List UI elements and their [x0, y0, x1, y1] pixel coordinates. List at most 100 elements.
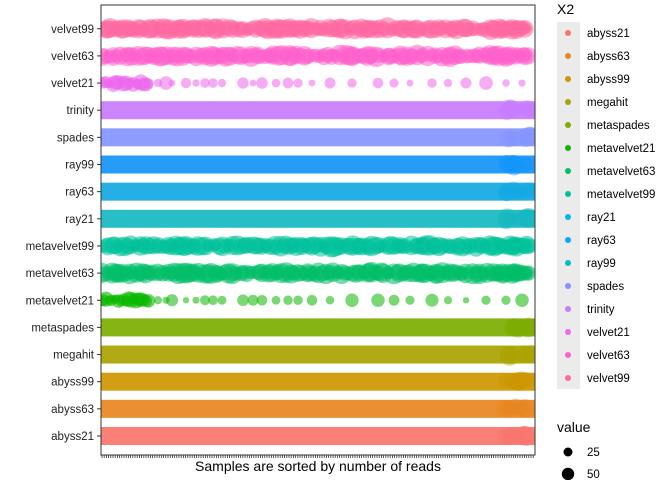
point-megahit: [515, 345, 534, 364]
point-velvet63: [497, 51, 507, 61]
point-metavelvet63: [500, 269, 508, 277]
y-tick-label-velvet21: velvet21: [51, 78, 94, 90]
point-metaspades: [509, 322, 523, 336]
point-ray21: [497, 208, 517, 228]
point-ray99: [508, 160, 521, 173]
point-metavelvet21: [388, 294, 400, 306]
legend-color-title: X2: [557, 1, 574, 17]
point-ray63: [523, 183, 535, 198]
point-ray99: [518, 156, 534, 172]
y-tick-label-metavelvet63: metavelvet63: [26, 268, 94, 280]
point-trinity: [501, 99, 520, 118]
point-velvet21: [256, 77, 268, 89]
series-velvet21: [101, 74, 526, 92]
legend-key-background: [557, 22, 580, 389]
point-ray63: [520, 182, 535, 199]
legend-label-velvet63: velvet63: [587, 350, 630, 362]
point-metavelvet21: [306, 294, 318, 306]
point-trinity: [510, 102, 525, 118]
point-spades: [518, 132, 531, 145]
point-velvet99: [491, 22, 504, 35]
point-band-ray63: [101, 182, 535, 201]
point-ray99: [507, 154, 523, 171]
point-ray99: [503, 154, 522, 173]
point-metavelvet63: [521, 267, 533, 279]
y-tick-label-metavelvet21: metavelvet21: [26, 295, 94, 307]
point-abyss63: [503, 404, 515, 416]
point-abyss21: [502, 431, 514, 443]
point-abyss63: [513, 401, 529, 416]
point-band-abyss99: [101, 372, 535, 391]
point-band-spades: [101, 128, 535, 147]
point-metavelvet21: [283, 295, 293, 305]
point-band-metaspades: [101, 318, 535, 337]
point-metavelvet21: [515, 293, 529, 307]
point-spades: [500, 130, 517, 148]
point-ray99: [504, 156, 524, 176]
point-ray21: [523, 211, 535, 223]
point-abyss21: [517, 428, 535, 447]
point-metavelvet21: [325, 295, 335, 305]
legend-label-ray63: ray63: [587, 235, 616, 247]
point-megahit: [522, 345, 535, 363]
y-tick-label-velvet63: velvet63: [51, 51, 94, 63]
point-velvet21: [308, 79, 316, 87]
point-ray63: [510, 185, 524, 199]
point-abyss99: [516, 371, 533, 389]
legend-label-megahit: megahit: [587, 97, 629, 109]
point-metavelvet21: [256, 294, 268, 306]
legend-key-spades: [565, 283, 571, 289]
point-velvet21: [293, 78, 303, 88]
point-ray21: [517, 208, 535, 228]
point-spades: [521, 131, 533, 144]
point-metaspades: [508, 318, 528, 338]
point-abyss99: [506, 373, 522, 389]
point-metaspades: [505, 318, 522, 334]
point-velvet21: [324, 77, 336, 89]
point-metavelvet21: [405, 295, 415, 305]
point-metaspades: [514, 319, 528, 334]
series-abyss99: [101, 371, 535, 392]
legend-label-abyss63: abyss63: [587, 51, 630, 63]
series-abyss21: [101, 425, 535, 447]
legend-label-velvet99: velvet99: [587, 373, 630, 385]
point-band-abyss63: [101, 399, 535, 418]
point-velvet21: [282, 77, 294, 89]
y-tick-label-trinity: trinity: [67, 105, 95, 117]
point-ray99: [498, 154, 516, 173]
legend-key-metavelvet99: [565, 191, 571, 197]
point-abyss21: [511, 430, 526, 444]
point-trinity: [499, 99, 519, 119]
point-ray63: [518, 185, 529, 197]
point-trinity: [514, 105, 525, 116]
legend-key-velvet21: [565, 329, 571, 335]
point-velvet21: [347, 78, 357, 88]
point-velvet21: [479, 76, 493, 90]
point-abyss63: [501, 403, 512, 414]
point-abyss63: [515, 399, 535, 418]
point-ray99: [500, 159, 514, 173]
point-metavelvet99: [492, 237, 510, 255]
point-abyss99: [511, 371, 530, 390]
legend-label-spades: spades: [587, 281, 624, 293]
legend-label-velvet21: velvet21: [587, 327, 630, 339]
legend-label-metavelvet99: metavelvet99: [587, 189, 655, 201]
point-spades: [520, 126, 535, 145]
point-velvet21: [192, 79, 200, 87]
legend-key-abyss63: [565, 53, 571, 59]
point-megahit: [502, 347, 518, 362]
legend-key-metavelvet63: [565, 168, 571, 174]
point-metavelvet21: [501, 295, 511, 305]
legend-key-ray21: [565, 214, 571, 220]
point-abyss63: [515, 400, 531, 416]
data-marks: [101, 17, 535, 447]
point-megahit: [523, 350, 535, 362]
point-ray21: [518, 208, 535, 228]
point-abyss63: [502, 400, 518, 416]
legend-key-megahit: [565, 99, 571, 105]
point-metaspades: [515, 321, 530, 335]
point-ray21: [510, 213, 525, 227]
legend-size-key-25: [563, 447, 573, 457]
point-velvet21: [168, 79, 176, 87]
